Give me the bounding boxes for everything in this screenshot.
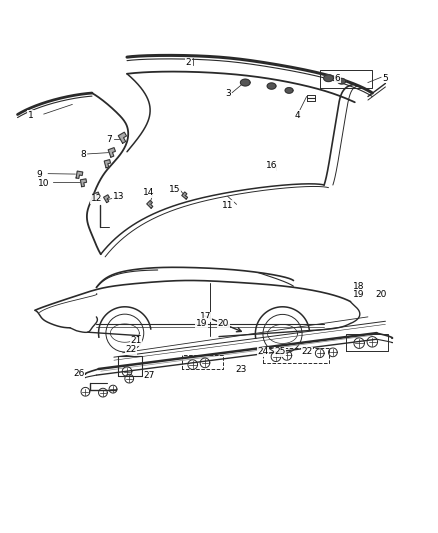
Text: 12: 12: [91, 194, 102, 203]
Polygon shape: [285, 87, 293, 93]
Text: 20: 20: [218, 319, 229, 328]
Text: 13: 13: [113, 192, 124, 201]
Text: 6: 6: [334, 74, 340, 83]
Polygon shape: [338, 78, 346, 84]
Text: 21: 21: [130, 336, 141, 345]
Text: 15: 15: [170, 185, 181, 195]
Text: 20: 20: [375, 290, 387, 300]
Text: 16: 16: [266, 161, 277, 170]
Text: 23: 23: [235, 365, 247, 374]
Text: 27: 27: [143, 372, 155, 381]
Polygon shape: [118, 132, 127, 143]
Text: 10: 10: [38, 179, 49, 188]
Text: 7: 7: [106, 135, 113, 144]
Text: 18: 18: [353, 282, 365, 290]
Text: 11: 11: [222, 201, 233, 209]
Polygon shape: [76, 171, 83, 179]
Text: 5: 5: [382, 74, 389, 83]
Text: 17: 17: [200, 312, 212, 321]
Polygon shape: [103, 195, 110, 203]
Text: 14: 14: [143, 189, 155, 197]
Polygon shape: [182, 192, 187, 199]
Polygon shape: [147, 200, 153, 208]
Text: 24: 24: [257, 348, 268, 357]
Polygon shape: [108, 148, 116, 157]
Text: 2: 2: [186, 58, 191, 67]
Text: 25: 25: [275, 348, 286, 357]
Polygon shape: [93, 192, 99, 200]
Text: 3: 3: [225, 89, 231, 98]
Text: 19: 19: [196, 319, 207, 328]
Polygon shape: [104, 159, 110, 168]
Text: 22: 22: [126, 345, 137, 354]
Text: 9: 9: [36, 170, 42, 179]
Polygon shape: [324, 75, 333, 82]
Polygon shape: [81, 179, 87, 187]
Text: 4: 4: [295, 111, 300, 120]
Text: 26: 26: [73, 369, 85, 378]
Text: 22: 22: [301, 348, 312, 357]
Text: 8: 8: [80, 150, 86, 159]
Text: 19: 19: [353, 290, 365, 300]
Polygon shape: [267, 83, 276, 89]
Text: 1: 1: [28, 111, 34, 120]
Polygon shape: [240, 79, 250, 86]
